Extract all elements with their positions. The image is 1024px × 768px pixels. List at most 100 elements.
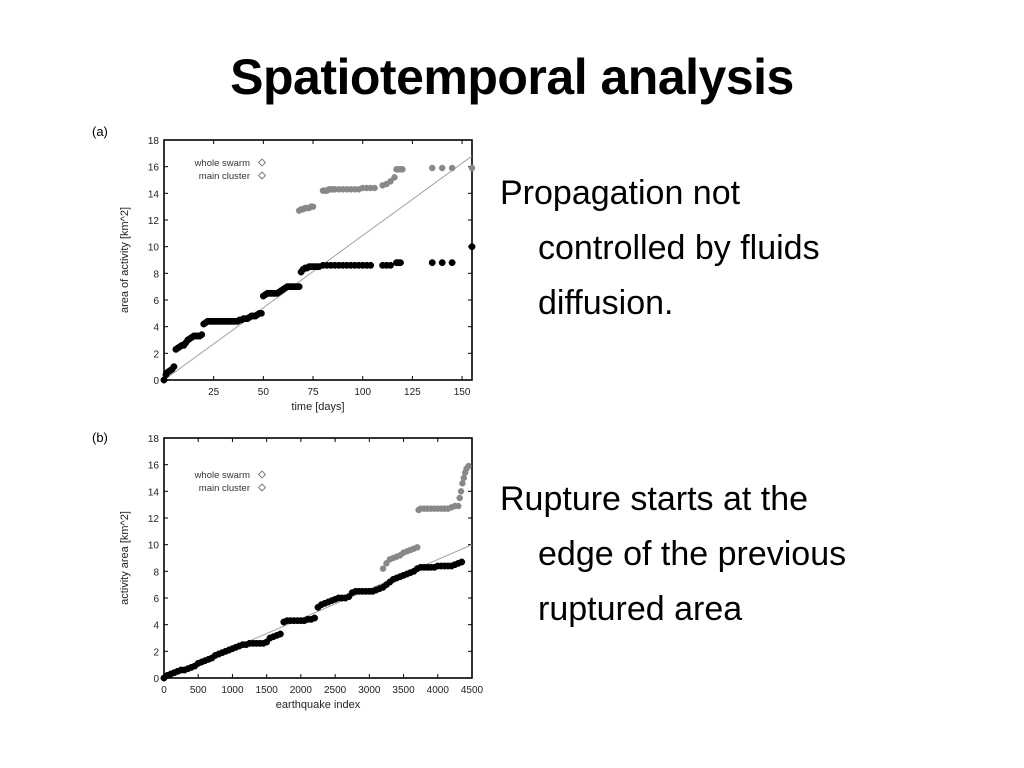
x-tick-label: 25 bbox=[208, 387, 220, 398]
legend-marker bbox=[257, 171, 267, 180]
x-tick-label: 75 bbox=[307, 387, 319, 398]
y-axis-label: activity area [km^2] bbox=[119, 511, 131, 605]
series-whole-swarm bbox=[379, 462, 472, 572]
data-point bbox=[458, 558, 466, 566]
legend-marker bbox=[257, 483, 267, 492]
legend-label: whole swarm bbox=[194, 158, 251, 169]
data-point bbox=[460, 474, 468, 482]
y-tick-label: 6 bbox=[153, 594, 159, 605]
x-tick-label: 3000 bbox=[358, 685, 381, 696]
x-tick-label: 4500 bbox=[461, 685, 484, 696]
legend-label: main cluster bbox=[199, 483, 250, 494]
bullet-line: diffusion. bbox=[538, 284, 674, 322]
x-axis-label: earthquake index bbox=[276, 699, 361, 711]
legend-marker bbox=[257, 158, 267, 167]
chart-panel-b: (b) 0 2 4 6 8 10 12 14 16 18 0 500 1000 1500 2000 2500 30… bbox=[92, 430, 484, 711]
data-point bbox=[428, 259, 436, 267]
data-point bbox=[457, 488, 465, 495]
y-tick-label: 2 bbox=[153, 349, 159, 360]
data-point bbox=[459, 480, 466, 487]
bullet-line: controlled by fluids bbox=[538, 229, 820, 267]
y-tick-label: 0 bbox=[153, 376, 159, 387]
data-point bbox=[198, 331, 206, 339]
data-point bbox=[468, 164, 476, 172]
data-point bbox=[448, 259, 456, 267]
x-tick-label: 150 bbox=[454, 387, 471, 398]
data-point bbox=[387, 178, 394, 185]
x-tick-label: 4000 bbox=[427, 685, 450, 696]
y-tick-label: 14 bbox=[148, 189, 160, 200]
panel-label: (a) bbox=[92, 124, 108, 139]
x-tick-label: 1500 bbox=[256, 685, 279, 696]
data-point bbox=[438, 164, 446, 172]
y-tick-label: 8 bbox=[153, 269, 159, 280]
plot-frame bbox=[163, 139, 473, 381]
y-tick-label: 2 bbox=[153, 647, 159, 658]
chart-panel-a: (a) 0 2 4 6 8 10 12 14 16 18 25 50 75 100 125 150 time [d… bbox=[92, 124, 476, 413]
y-tick-label: 6 bbox=[153, 296, 159, 307]
x-tick-label: 1000 bbox=[221, 685, 244, 696]
y-tick-label: 4 bbox=[153, 621, 159, 632]
y-axis-label: area of activity [km^2] bbox=[119, 207, 131, 313]
data-point bbox=[429, 164, 436, 172]
bullet-line: Propagation not bbox=[500, 174, 741, 212]
data-point bbox=[468, 243, 476, 251]
x-tick-label: 3500 bbox=[392, 685, 415, 696]
data-point bbox=[379, 565, 387, 572]
data-point bbox=[438, 259, 446, 267]
y-tick-label: 12 bbox=[148, 514, 160, 525]
bullet-line: ruptured area bbox=[538, 590, 743, 628]
x-tick-label: 100 bbox=[354, 387, 371, 398]
bullet-rupture: Rupture starts at the edge of the previo… bbox=[500, 472, 960, 637]
data-point bbox=[399, 166, 406, 173]
data-point bbox=[413, 544, 421, 551]
legend-label: main cluster bbox=[199, 171, 250, 182]
y-tick-label: 8 bbox=[153, 567, 159, 578]
figure: (a) 0 2 4 6 8 10 12 14 16 18 25 50 75 100 125 150 time [d… bbox=[86, 118, 496, 722]
series-main-cluster bbox=[160, 558, 466, 682]
x-tick-label: 50 bbox=[258, 387, 270, 398]
data-point bbox=[371, 184, 378, 192]
y-tick-label: 14 bbox=[148, 487, 160, 498]
data-point bbox=[257, 309, 265, 317]
y-tick-label: 4 bbox=[153, 323, 159, 334]
x-tick-label: 2500 bbox=[324, 685, 347, 696]
y-tick-label: 16 bbox=[148, 461, 160, 472]
data-point bbox=[465, 462, 472, 470]
bullet-line: edge of the previous bbox=[538, 535, 847, 573]
data-point bbox=[295, 283, 303, 291]
series-main-cluster bbox=[160, 243, 476, 384]
y-tick-label: 18 bbox=[148, 136, 160, 147]
legend-label: whole swarm bbox=[194, 470, 251, 481]
data-point bbox=[397, 259, 404, 267]
data-point bbox=[456, 494, 463, 502]
x-tick-label: 500 bbox=[190, 685, 207, 696]
legend-marker bbox=[257, 470, 267, 479]
data-point bbox=[311, 614, 319, 622]
data-point bbox=[455, 502, 462, 510]
panel-label: (b) bbox=[92, 430, 108, 445]
data-point bbox=[309, 203, 317, 210]
bullet-propagation: Propagation not controlled by fluids dif… bbox=[500, 166, 960, 331]
y-tick-label: 10 bbox=[148, 541, 160, 552]
y-tick-label: 0 bbox=[153, 674, 159, 685]
data-point bbox=[391, 174, 398, 181]
y-tick-label: 18 bbox=[148, 434, 160, 445]
slide-title: Spatiotemporal analysis bbox=[230, 49, 794, 105]
x-axis-label: time [days] bbox=[291, 401, 344, 413]
plot-frame bbox=[163, 437, 473, 679]
data-point bbox=[448, 164, 456, 172]
y-tick-label: 12 bbox=[148, 216, 160, 227]
data-point bbox=[387, 261, 394, 269]
data-point bbox=[276, 630, 284, 638]
series-whole-swarm bbox=[295, 164, 476, 214]
x-tick-label: 125 bbox=[404, 387, 421, 398]
y-tick-label: 16 bbox=[148, 163, 160, 174]
data-point bbox=[367, 261, 375, 269]
data-point bbox=[170, 363, 178, 371]
bullet-line: Rupture starts at the bbox=[500, 480, 809, 518]
y-tick-label: 10 bbox=[148, 243, 160, 254]
x-tick-label: 0 bbox=[161, 685, 167, 696]
x-tick-label: 2000 bbox=[290, 685, 313, 696]
